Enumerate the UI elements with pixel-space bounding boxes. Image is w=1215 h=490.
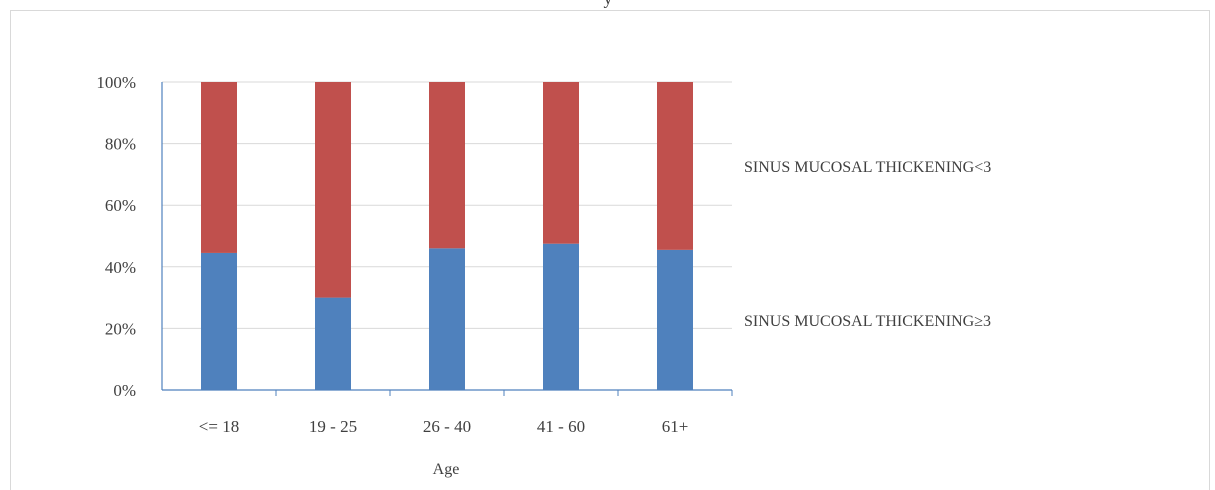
y-tick-labels: 0% 20% 40% 60% 80% 100% — [96, 73, 136, 400]
x-category-label: 26 - 40 — [423, 417, 471, 436]
bar-segment-thickening-lt3 — [657, 82, 693, 250]
bar-segment-thickening-ge3 — [543, 243, 579, 390]
x-category-labels: <= 18 19 - 25 26 - 40 41 - 60 61+ — [199, 417, 689, 436]
bar-segment-thickening-lt3 — [543, 82, 579, 244]
legend-entry: SINUS MUCOSAL THICKENING≥3 — [744, 313, 991, 330]
y-tick-label: 100% — [96, 73, 136, 92]
bar-segment-thickening-ge3 — [657, 249, 693, 390]
bar-segment-thickening-ge3 — [429, 248, 465, 390]
x-category-label: 41 - 60 — [537, 417, 585, 436]
y-tick-label: 80% — [105, 135, 136, 154]
x-category-label: 61+ — [662, 417, 689, 436]
chart-title: y — [604, 0, 613, 8]
axes — [161, 82, 733, 396]
bars — [201, 82, 693, 390]
legend: SINUS MUCOSAL THICKENING≥3 SINUS MUCOSAL … — [744, 159, 991, 330]
legend-entry: SINUS MUCOSAL THICKENING<3 — [744, 159, 991, 176]
chart-frame — [10, 10, 1210, 490]
y-tick-label: 20% — [105, 319, 136, 338]
y-tick-label: 60% — [105, 196, 136, 215]
x-axis-title: Age — [433, 461, 460, 478]
x-category-label: 19 - 25 — [309, 417, 357, 436]
y-tick-label: 40% — [105, 258, 136, 277]
bar-segment-thickening-ge3 — [315, 297, 351, 390]
bar-segment-thickening-lt3 — [315, 82, 351, 298]
bar-segment-thickening-ge3 — [201, 252, 237, 390]
x-category-label: <= 18 — [199, 417, 239, 436]
bar-segment-thickening-lt3 — [201, 82, 237, 253]
y-tick-label: 0% — [113, 381, 136, 400]
bar-segment-thickening-lt3 — [429, 82, 465, 249]
